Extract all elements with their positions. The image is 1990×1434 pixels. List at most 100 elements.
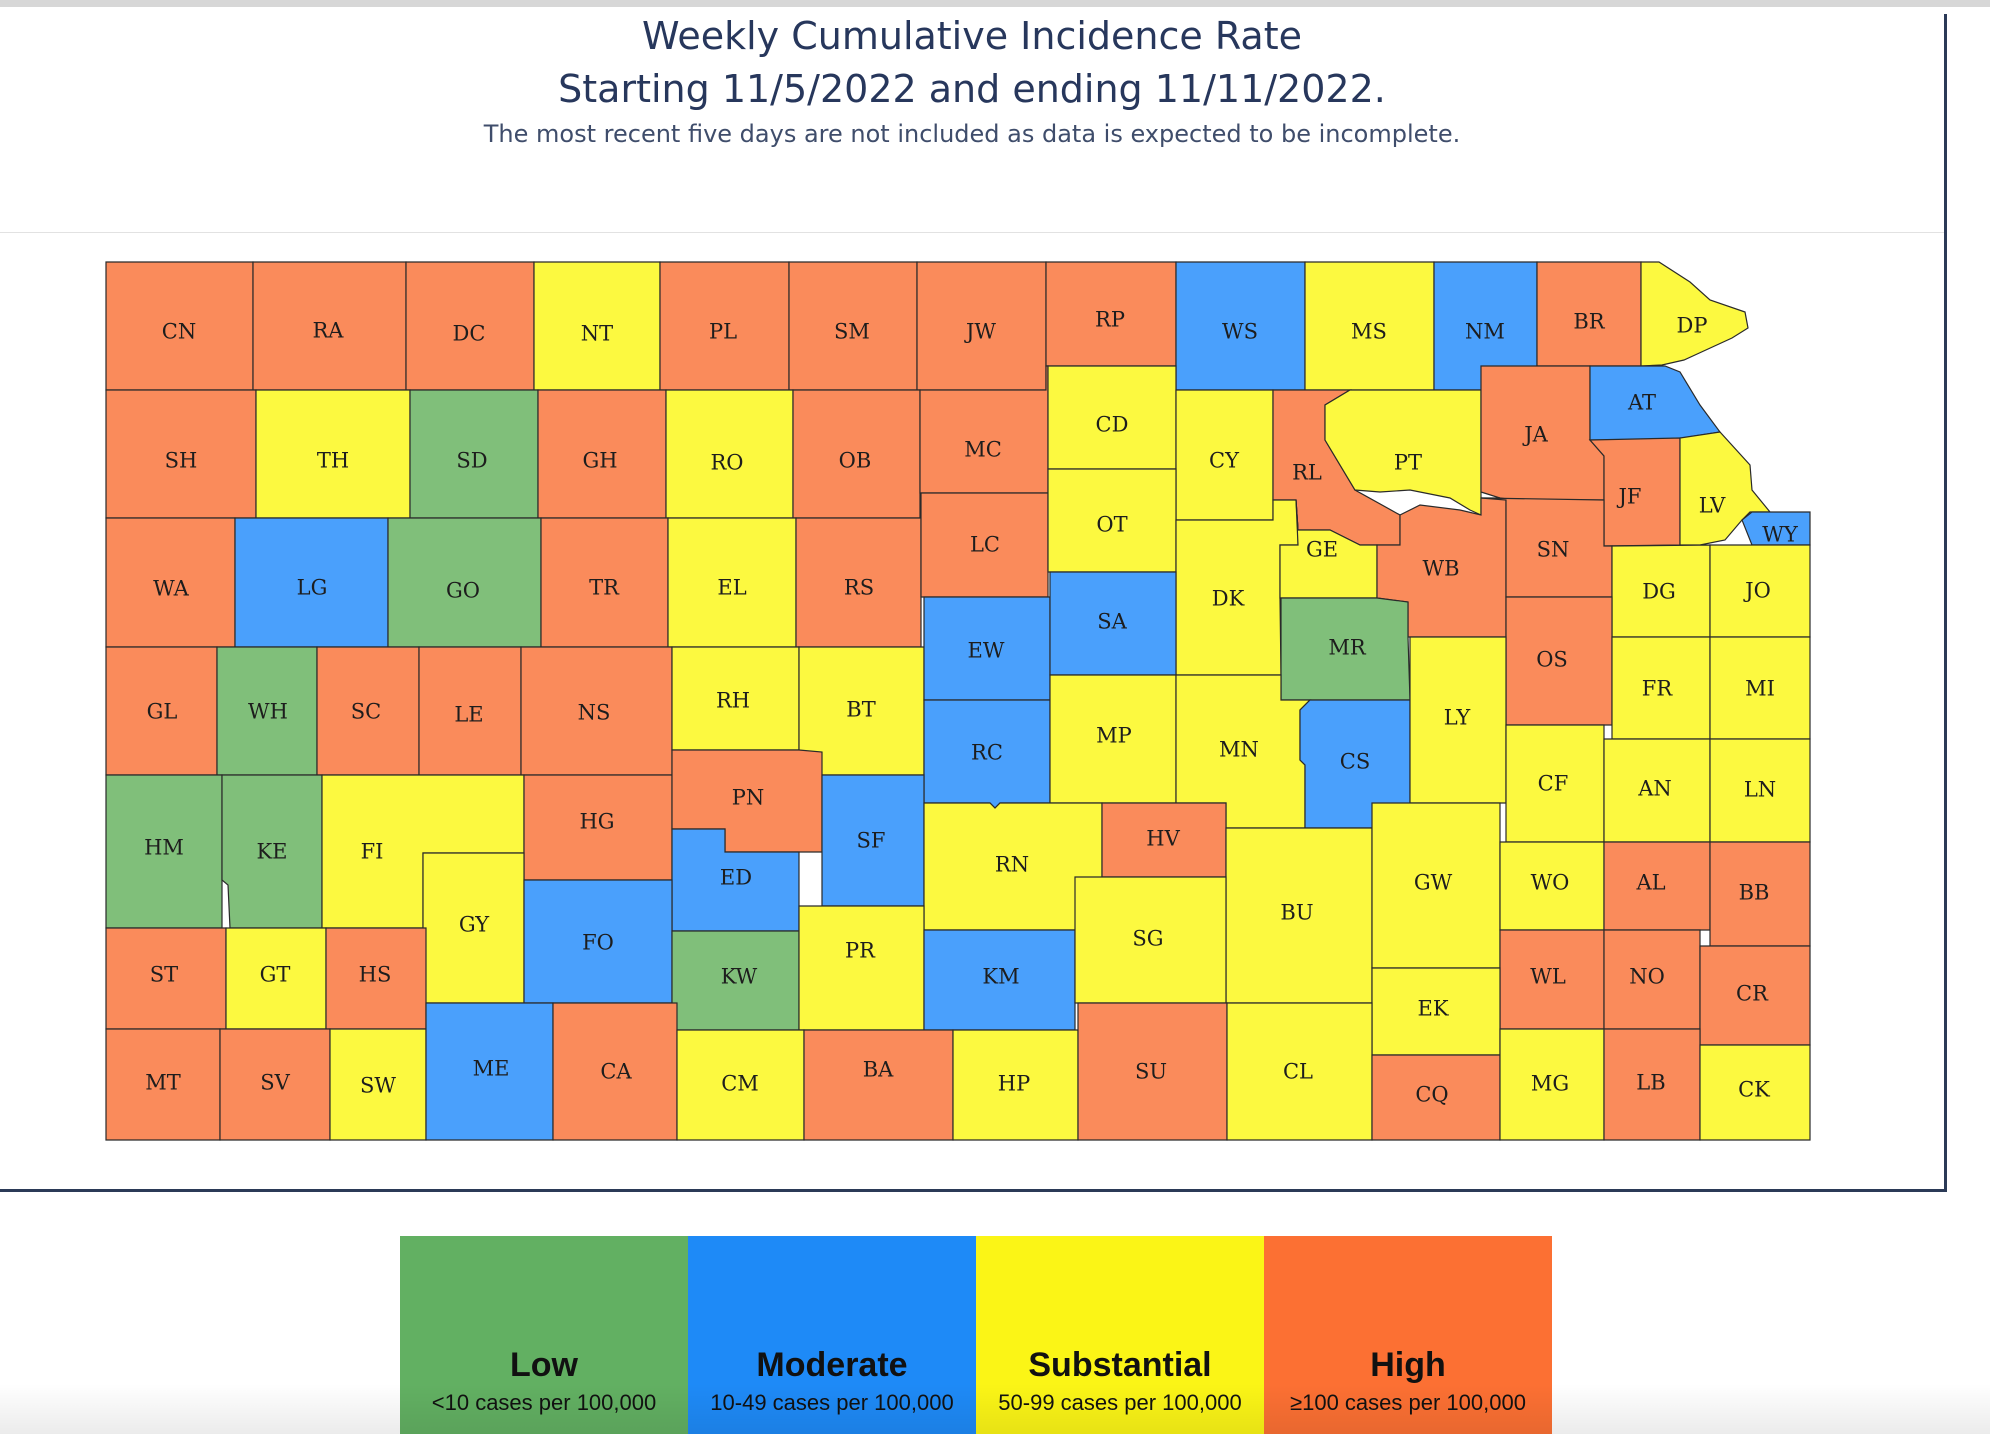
- county-label-mr: MR: [1328, 636, 1367, 660]
- legend-low-range: <10 cases per 100,000: [431, 1390, 657, 1415]
- kansas-county-map: CN RA DC NT PL SM JW RP WS MS NM BR DP SH TH SD GH RO OB MC…: [105, 261, 1811, 1141]
- county-label-pr: PR: [845, 939, 876, 963]
- county-label-lg: LG: [297, 576, 328, 600]
- county-label-os: OS: [1536, 648, 1568, 672]
- county-label-rp: RP: [1095, 308, 1125, 332]
- county-label-ge: GE: [1306, 538, 1338, 562]
- top-scroll-bar: [0, 0, 1990, 7]
- county-label-ly: LY: [1444, 706, 1472, 730]
- county-label-kw: KW: [721, 965, 758, 989]
- county-label-pt: PT: [1394, 451, 1422, 475]
- county-label-dc: DC: [453, 322, 486, 346]
- county-label-sv: SV: [260, 1071, 290, 1095]
- legend-high-range: ≥100 cases per 100,000: [1290, 1390, 1526, 1415]
- county-label-lc: LC: [970, 533, 1000, 557]
- county-label-ca: CA: [600, 1060, 632, 1084]
- county-label-mi: MI: [1745, 677, 1775, 701]
- legend-substantial-label: Substantial: [1028, 1346, 1212, 1384]
- county-label-hm: HM: [144, 836, 184, 860]
- county-label-sa: SA: [1097, 610, 1127, 634]
- county-dp[interactable]: [1640, 261, 1749, 367]
- county-label-ra: RA: [313, 319, 345, 343]
- legend-moderate-range: 10-49 cases per 100,000: [710, 1390, 954, 1415]
- legend-moderate: Moderate 10-49 cases per 100,000: [688, 1236, 976, 1434]
- county-label-jf: JF: [1617, 485, 1642, 509]
- county-label-km: KM: [982, 965, 1019, 989]
- county-label-ms: MS: [1351, 320, 1387, 344]
- county-ck[interactable]: [1699, 1044, 1811, 1141]
- county-label-wh: WH: [248, 700, 288, 724]
- county-label-dg: DG: [1642, 580, 1676, 604]
- county-label-no: NO: [1629, 965, 1665, 989]
- county-label-lv: LV: [1699, 494, 1726, 518]
- county-label-dp: DP: [1677, 314, 1708, 338]
- county-label-gy: GY: [459, 913, 490, 937]
- county-label-ln: LN: [1744, 778, 1776, 802]
- county-label-cm: CM: [721, 1072, 759, 1096]
- county-label-mg: MG: [1531, 1072, 1569, 1096]
- county-label-wl: WL: [1530, 965, 1566, 989]
- legend-moderate-label: Moderate: [756, 1346, 908, 1384]
- county-label-rc: RC: [971, 741, 1003, 765]
- county-label-rl: RL: [1292, 461, 1322, 485]
- county-label-tr: TR: [589, 576, 620, 600]
- county-label-an: AN: [1637, 777, 1672, 801]
- county-label-sm: SM: [834, 320, 870, 344]
- legend-low-label: Low: [510, 1346, 578, 1384]
- county-label-ob: OB: [839, 449, 872, 473]
- map-panel: [0, 14, 1947, 1192]
- county-label-nt: NT: [581, 322, 613, 346]
- county-label-bu: BU: [1280, 901, 1313, 925]
- map-title: Weekly Cumulative Incidence Rate: [641, 14, 1302, 58]
- county-label-fo: FO: [582, 931, 614, 955]
- legend-substantial: Substantial 50-99 cases per 100,000: [976, 1236, 1264, 1434]
- county-label-at: AT: [1627, 391, 1656, 415]
- county-label-pl: PL: [709, 320, 737, 344]
- county-label-al: AL: [1635, 871, 1665, 895]
- county-label-gw: GW: [1414, 871, 1453, 895]
- county-label-rn: RN: [995, 853, 1029, 877]
- county-label-jo: JO: [1743, 579, 1771, 603]
- county-label-lb: LB: [1636, 1071, 1665, 1095]
- county-label-rh: RH: [716, 689, 750, 713]
- county-label-br: BR: [1573, 310, 1605, 334]
- county-label-cn: CN: [162, 320, 196, 344]
- county-label-hp: HP: [998, 1072, 1030, 1096]
- legend: Low <10 cases per 100,000 Moderate 10-49…: [400, 1236, 1552, 1434]
- county-label-wy: WY: [1762, 523, 1799, 547]
- county-label-wb: WB: [1422, 557, 1459, 581]
- county-label-ek: EK: [1417, 997, 1448, 1021]
- county-label-bt: BT: [846, 698, 875, 722]
- county-label-cl: CL: [1283, 1060, 1313, 1084]
- county-label-le: LE: [454, 703, 483, 727]
- map-subtitle: The most recent five days are not includ…: [483, 120, 1461, 148]
- county-label-sd: SD: [456, 449, 487, 473]
- county-label-sh: SH: [165, 449, 198, 473]
- county-label-mc: MC: [964, 438, 1002, 462]
- county-label-hg: HG: [579, 810, 614, 834]
- county-label-sc: SC: [351, 700, 381, 724]
- county-label-cr: CR: [1736, 982, 1769, 1006]
- county-label-gl: GL: [147, 700, 178, 724]
- county-label-ro: RO: [710, 451, 743, 475]
- legend-high: High ≥100 cases per 100,000: [1264, 1236, 1552, 1434]
- county-label-cq: CQ: [1415, 1083, 1448, 1107]
- county-label-bb: BB: [1739, 881, 1770, 905]
- map-date-range: Starting 11/5/2022 and ending 11/11/2022…: [558, 67, 1386, 111]
- county-label-fr: FR: [1642, 677, 1674, 701]
- county-label-ot: OT: [1096, 513, 1127, 537]
- county-label-go: GO: [446, 579, 480, 603]
- county-label-ja: JA: [1522, 423, 1548, 447]
- county-label-gt: GT: [260, 963, 291, 987]
- legend-low: Low <10 cases per 100,000: [400, 1236, 688, 1434]
- county-label-ew: EW: [968, 639, 1005, 663]
- county-label-cd: CD: [1096, 413, 1129, 437]
- county-label-th: TH: [317, 449, 349, 473]
- legend-high-label: High: [1370, 1346, 1446, 1384]
- county-label-me: ME: [473, 1057, 510, 1081]
- county-pr[interactable]: [798, 905, 925, 1031]
- county-label-pn: PN: [732, 786, 765, 810]
- county-label-sw: SW: [360, 1074, 396, 1098]
- county-ba[interactable]: [803, 1029, 954, 1141]
- county-label-cs: CS: [1340, 750, 1370, 774]
